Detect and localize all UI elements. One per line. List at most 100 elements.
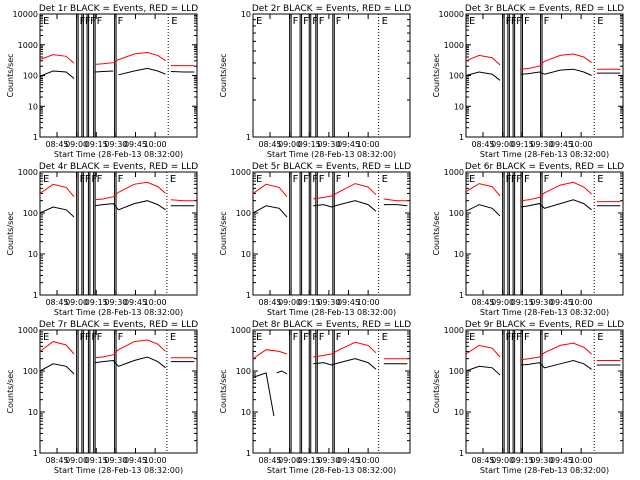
y-tick-label: 1 [246, 291, 251, 300]
flag-label: F [524, 174, 530, 185]
y-tick-label: 1 [33, 291, 38, 300]
y-tick-label: 1 [33, 449, 38, 458]
x-tick-label: 09:45 [550, 298, 573, 307]
x-tick-label: 09:15 [511, 140, 534, 149]
panel-title: Det 1r BLACK = Events, RED = LLD [39, 4, 198, 14]
x-tick-label: 08:45 [471, 298, 494, 307]
flag-label: E [43, 174, 49, 185]
flag-label: F [544, 16, 550, 27]
flag-label: F [544, 174, 550, 185]
flag-label: F [312, 174, 318, 185]
series-events [465, 199, 621, 217]
panel-title: Det 9r BLACK = Events, RED = LLD [465, 320, 624, 330]
flag-label: E [597, 16, 603, 27]
flag-label: E [170, 174, 176, 185]
x-tick-label: 10:00 [144, 140, 167, 149]
flag-label: F [91, 174, 97, 185]
y-tick-label: 100 [23, 72, 38, 81]
series-lld [252, 341, 408, 360]
x-tick-label: 09:30 [317, 456, 340, 465]
flag-label: E [171, 16, 177, 27]
y-tick-label: 1000 [231, 168, 251, 177]
flag-label: F [118, 16, 124, 27]
x-tick-label: 10:00 [570, 298, 593, 307]
flag-label: F [516, 332, 522, 343]
x-tick-label: 09:00 [491, 140, 514, 149]
flag-label: E [43, 332, 49, 343]
x-tick-label: 09:45 [550, 140, 573, 149]
flag-label: E [597, 174, 603, 185]
x-tick-label: 08:45 [258, 456, 281, 465]
flag-label: E [382, 332, 388, 343]
y-tick-label: 100 [23, 209, 38, 218]
x-axis-label: Start Time (28-Feb-13 08:32:00) [54, 308, 183, 317]
x-tick-label: 09:00 [278, 456, 301, 465]
x-tick-label: 09:30 [104, 456, 127, 465]
x-tick-label: 09:15 [85, 456, 108, 465]
series-events [39, 67, 195, 79]
x-tick-label: 09:00 [278, 298, 301, 307]
y-axis-label: Counts/sec [432, 211, 441, 255]
panel-det-2: Det 2r BLACK = Events, RED = LLD 1 10 08:45… [219, 4, 411, 159]
panel-title: Det 8r BLACK = Events, RED = LLD [252, 320, 411, 330]
x-tick-label: 09:45 [124, 456, 147, 465]
x-tick-label: 09:00 [491, 456, 514, 465]
flag-label: F [303, 174, 309, 185]
y-tick-label: 10 [241, 408, 251, 417]
panel-det-5: Det 5r BLACK = Events, RED = LLD 1 10 100 10… [219, 162, 411, 317]
panel-title: Det 6r BLACK = Events, RED = LLD [465, 162, 624, 172]
flag-label: F [80, 16, 86, 27]
plot-frame [252, 329, 411, 454]
series-events [252, 200, 408, 218]
flag-label: F [319, 16, 325, 27]
x-axis-label: Start Time (28-Feb-13 08:32:00) [480, 308, 609, 317]
flag-label: F [506, 332, 512, 343]
x-tick-label: 10:00 [357, 140, 380, 149]
flag-label: F [312, 16, 318, 27]
plot-frame [252, 13, 411, 138]
y-axis-label: Counts/sec [219, 53, 228, 97]
flag-label: E [382, 174, 388, 185]
plot-frame [252, 171, 411, 296]
panel-det-6: Det 6r BLACK = Events, RED = LLD 1 10 100 10… [432, 162, 624, 317]
y-tick-label: 10000 [439, 10, 464, 19]
flag-label: F [293, 174, 299, 185]
flag-label: F [293, 332, 299, 343]
flag-label: F [511, 332, 517, 343]
x-tick-label: 08:45 [258, 140, 281, 149]
x-tick-label: 09:30 [104, 298, 127, 307]
x-tick-label: 08:45 [258, 298, 281, 307]
flag-label: F [319, 332, 325, 343]
flag-label: F [97, 16, 103, 27]
panel-title: Det 7r BLACK = Events, RED = LLD [39, 320, 198, 330]
series-events [39, 356, 195, 375]
x-axis-label: Start Time (28-Feb-13 08:32:00) [267, 150, 396, 159]
flag-label: F [303, 332, 309, 343]
x-tick-label: 09:45 [337, 456, 360, 465]
x-tick-label: 09:15 [298, 140, 321, 149]
x-tick-label: 09:45 [124, 298, 147, 307]
flag-label: F [80, 332, 86, 343]
flag-label: E [256, 174, 262, 185]
panel-det-1: Det 1r BLACK = Events, RED = LLD 1 10 100 10… [6, 4, 198, 159]
flag-label: F [524, 16, 530, 27]
y-tick-label: 1 [33, 133, 38, 142]
y-tick-label: 10 [28, 408, 38, 417]
y-tick-label: 1000 [444, 168, 464, 177]
y-axis-label: Counts/sec [6, 369, 15, 413]
flag-label: F [516, 174, 522, 185]
flag-label: E [256, 16, 262, 27]
y-tick-label: 10 [28, 102, 38, 111]
plot-frame [465, 171, 624, 296]
flag-label: F [97, 174, 103, 185]
series-lld [465, 53, 621, 70]
x-tick-label: 09:45 [337, 140, 360, 149]
flag-label: E [469, 332, 475, 343]
y-tick-label: 1 [246, 133, 251, 142]
flag-label: F [85, 16, 91, 27]
x-tick-label: 09:30 [530, 456, 553, 465]
flag-label: F [118, 174, 124, 185]
panel-det-4: Det 4r BLACK = Events, RED = LLD 1 10 100 10… [6, 162, 198, 317]
flag-label: F [506, 174, 512, 185]
x-tick-label: 10:00 [570, 456, 593, 465]
